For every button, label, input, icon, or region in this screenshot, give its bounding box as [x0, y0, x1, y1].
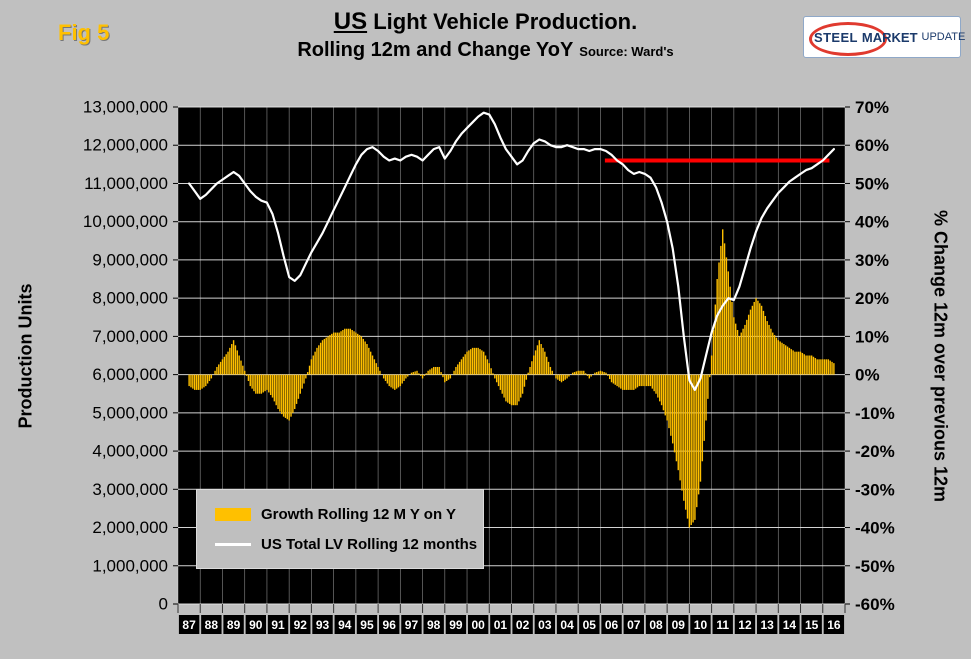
- legend-label-growth: Growth Rolling 12 M Y on Y: [261, 505, 457, 523]
- svg-text:60%: 60%: [855, 136, 889, 155]
- svg-text:02: 02: [516, 618, 530, 632]
- svg-text:-50%: -50%: [855, 557, 895, 576]
- svg-text:8,000,000: 8,000,000: [92, 289, 168, 308]
- svg-text:89: 89: [227, 618, 241, 632]
- legend-bar-swatch: [215, 507, 251, 521]
- svg-text:5,000,000: 5,000,000: [92, 403, 168, 422]
- right-axis-ticks: 70% 60% 50% 40% 30% 20% 10% 0% -10% -20% -30% -40% -…: [845, 98, 895, 614]
- svg-text:03: 03: [538, 618, 552, 632]
- legend-label-total: US Total LV Rolling 12 months: [261, 535, 478, 553]
- svg-text:11: 11: [716, 618, 729, 632]
- source-label: Source: Ward's: [579, 44, 674, 59]
- svg-text:95: 95: [360, 618, 374, 632]
- svg-text:94: 94: [338, 618, 352, 632]
- svg-text:40%: 40%: [855, 213, 889, 232]
- legend-item-total: US Total LV Rolling 12 months: [215, 536, 483, 553]
- svg-text:08: 08: [649, 618, 663, 632]
- svg-text:10: 10: [694, 618, 708, 632]
- svg-text:6,000,000: 6,000,000: [92, 365, 168, 384]
- svg-text:13,000,000: 13,000,000: [83, 98, 168, 117]
- svg-text:-10%: -10%: [855, 404, 895, 423]
- svg-text:92: 92: [294, 618, 308, 632]
- svg-text:16: 16: [827, 618, 841, 632]
- svg-text:50%: 50%: [855, 174, 889, 193]
- svg-text:14: 14: [783, 618, 797, 632]
- svg-text:05: 05: [583, 618, 597, 632]
- svg-text:12,000,000: 12,000,000: [83, 136, 168, 155]
- smu-logo: STEEL MARKET UPDATE: [803, 16, 965, 58]
- legend-line-swatch: [215, 542, 251, 546]
- logo-text: STEEL MARKET UPDATE: [814, 17, 965, 57]
- svg-text:93: 93: [316, 618, 330, 632]
- svg-text:30%: 30%: [855, 251, 889, 270]
- svg-text:7,000,000: 7,000,000: [92, 327, 168, 346]
- svg-text:10%: 10%: [855, 327, 889, 346]
- svg-text:01: 01: [494, 618, 508, 632]
- left-axis-title: Production Units: [15, 283, 36, 429]
- svg-text:-40%: -40%: [855, 519, 895, 538]
- logo-word-market: MARKET: [861, 29, 918, 45]
- svg-text:99: 99: [449, 618, 463, 632]
- svg-text:96: 96: [383, 618, 397, 632]
- svg-text:06: 06: [605, 618, 619, 632]
- title-block: US Light Vehicle Production. Rolling 12m…: [0, 8, 971, 62]
- svg-text:1,000,000: 1,000,000: [92, 556, 168, 575]
- svg-text:09: 09: [672, 618, 686, 632]
- svg-text:12: 12: [738, 618, 752, 632]
- svg-text:88: 88: [205, 618, 219, 632]
- chart-subtitle: Rolling 12m and Change YoY Source: Ward's: [0, 39, 971, 62]
- svg-text:90: 90: [249, 618, 263, 632]
- svg-text:15: 15: [805, 618, 819, 632]
- production-line: [188, 111, 836, 391]
- svg-text:10,000,000: 10,000,000: [83, 212, 168, 231]
- svg-text:-20%: -20%: [855, 442, 895, 461]
- subtitle-text: Rolling 12m and Change YoY: [297, 39, 574, 61]
- title-emphasis: US: [333, 8, 368, 35]
- svg-text:-60%: -60%: [855, 595, 895, 614]
- svg-text:98: 98: [427, 618, 441, 632]
- svg-text:13: 13: [761, 618, 775, 632]
- svg-text:3,000,000: 3,000,000: [92, 480, 168, 499]
- svg-text:91: 91: [271, 618, 285, 632]
- legend-item-growth: Growth Rolling 12 M Y on Y: [215, 506, 483, 523]
- logo-word-update: UPDATE: [921, 31, 966, 43]
- svg-text:9,000,000: 9,000,000: [92, 250, 168, 269]
- logo-word-steel: STEEL: [814, 29, 858, 45]
- fig-label: Fig 5: [58, 20, 110, 45]
- svg-text:04: 04: [560, 618, 574, 632]
- svg-text:87: 87: [182, 618, 196, 632]
- page-title: US Light Vehicle Production.: [0, 8, 971, 36]
- svg-text:07: 07: [627, 618, 641, 632]
- svg-text:97: 97: [405, 618, 419, 632]
- title-rest: Light Vehicle Production.: [367, 9, 638, 34]
- logo-oval-icon: [809, 22, 887, 56]
- right-axis-title: % Change 12m over previous 12m: [930, 209, 951, 503]
- x-axis-labels: 87 88 89 90 91 92 93 94 95 96 97 98 99 00 01 02 03 04 05 06…: [177, 604, 846, 634]
- svg-text:0%: 0%: [855, 366, 880, 385]
- svg-text:2,000,000: 2,000,000: [92, 518, 168, 537]
- svg-text:4,000,000: 4,000,000: [92, 442, 168, 461]
- legend: Growth Rolling 12 M Y on Y US Total LV R…: [196, 489, 484, 569]
- growth-bars: [188, 229, 835, 528]
- svg-text:20%: 20%: [855, 289, 889, 308]
- left-axis-ticks: 0 1,000,000 2,000,000 3,000,000 4,000,000 5,0…: [83, 98, 178, 614]
- svg-text:00: 00: [471, 618, 485, 632]
- svg-text:-30%: -30%: [855, 480, 895, 499]
- svg-text:11,000,000: 11,000,000: [84, 174, 168, 193]
- svg-text:0: 0: [159, 595, 168, 614]
- svg-text:70%: 70%: [855, 98, 889, 117]
